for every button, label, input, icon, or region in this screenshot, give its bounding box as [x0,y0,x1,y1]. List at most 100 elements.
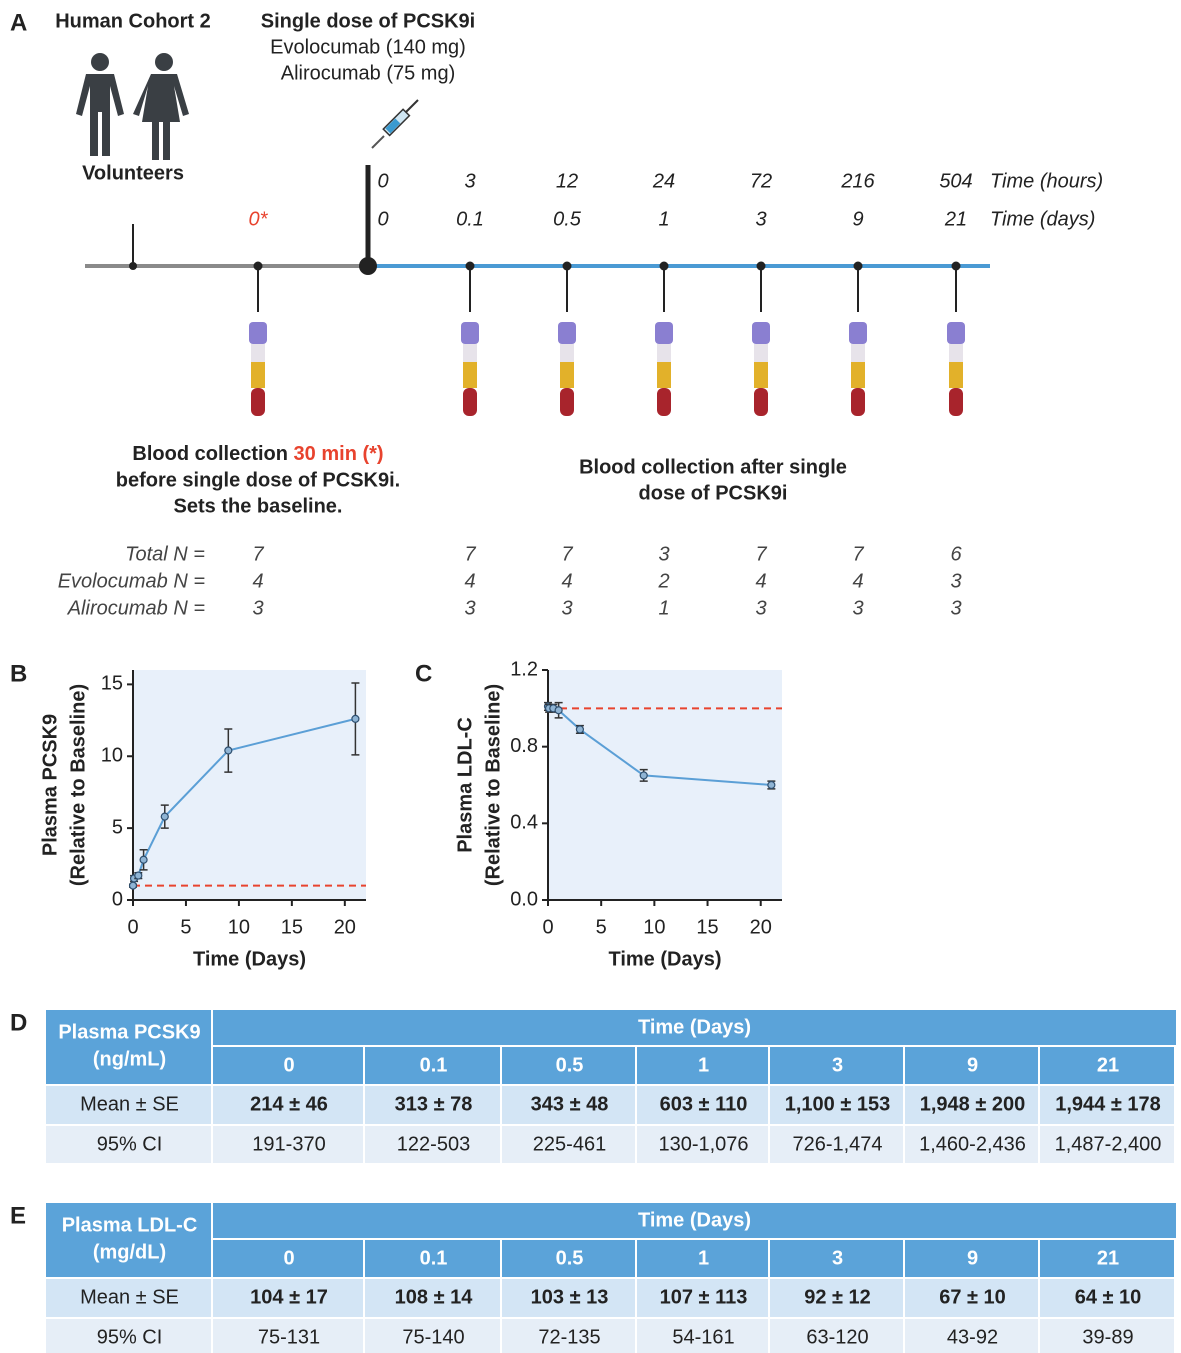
panel-label: A [10,9,27,36]
table-cell-text: 122-503 [397,1133,470,1155]
n-value: 3 [561,597,572,619]
panel-label: B [10,660,27,687]
table-cell-text: 225-461 [533,1133,606,1155]
n-value: 4 [852,570,863,592]
x-tick-label: 10 [643,916,665,938]
table-cell-text: 54-161 [672,1326,734,1348]
hours-value: 12 [556,170,578,192]
span-header: Time (Days) [638,1209,751,1231]
y-tick-label: 5 [112,816,123,838]
volunteers-label: Volunteers [82,162,184,184]
table-cell-text: 95% CI [97,1133,163,1155]
cohort-title: Human Cohort 2 [55,10,211,32]
y-tick-label: 0.4 [510,812,538,834]
n-value: 3 [755,597,766,619]
span-header: Time (Days) [638,1016,751,1038]
tube-blood [754,388,768,416]
n-value: 3 [464,597,475,619]
y-tick-label: 1.2 [510,658,538,680]
panel-label: E [10,1202,26,1229]
column-header: 21 [1097,1054,1119,1076]
timeline-dot [660,262,669,271]
x-tick-label: 5 [596,916,607,938]
table-cell-text: 107 ± 113 [660,1286,748,1308]
table-cell-text: 130-1,076 [658,1133,748,1155]
n-value: 3 [252,597,263,619]
hours-value: 216 [840,170,875,192]
column-header: 21 [1097,1247,1119,1269]
tube-glass [463,344,477,362]
n-value: 3 [852,597,863,619]
timeline-dot [254,262,263,271]
n-value: 7 [464,543,476,565]
hours-value: 3 [464,170,475,192]
table-title: (mg/dL) [93,1241,166,1263]
after-caption: Blood collection after single [579,456,847,478]
x-tick-label: 15 [696,916,718,938]
x-tick-label: 20 [334,916,356,938]
x-tick-label: 0 [542,916,553,938]
column-header: 0.1 [420,1054,448,1076]
n-value: 3 [950,597,961,619]
timeline-dot [563,262,572,271]
table-cell-text: 603 ± 110 [660,1093,748,1115]
y-tick-label: 10 [101,745,123,767]
table-cell-text: 75-131 [258,1326,320,1348]
data-point [768,782,775,789]
table-cell-text: 75-140 [402,1326,464,1348]
tube-cap [947,322,965,344]
column-header: 0.5 [556,1247,584,1269]
tube-blood [251,388,265,416]
days-value: 21 [944,208,967,230]
table-cell-text: 39-89 [1082,1326,1133,1348]
y-axis-label: (Relative to Baseline) [482,684,504,886]
table-cell-text: 95% CI [97,1326,163,1348]
plot-area [548,670,782,900]
table-cell-text: 1,948 ± 200 [920,1093,1026,1115]
table-cell-text: 1,460-2,436 [919,1133,1026,1155]
days-value: 9 [852,208,863,230]
days-value: 0.1 [456,208,484,230]
table-cell-text: 108 ± 14 [395,1286,474,1308]
y-axis-label: Plasma PCSK9 [39,714,61,856]
n-value: 7 [252,543,264,565]
tube-glass [657,344,671,362]
tube-plasma [754,362,768,388]
after-caption: dose of PCSK9i [639,482,788,504]
data-point [135,872,142,879]
n-value: 7 [852,543,864,565]
tube-blood [949,388,963,416]
y-tick-label: 0.0 [510,888,538,910]
figure: A Human Cohort 2 Volunteers Single dose … [0,0,1181,1353]
tube-glass [949,344,963,362]
dose-line: Alirocumab (75 mg) [281,62,456,84]
tube-glass [560,344,574,362]
tube-plasma [560,362,574,388]
table-title: Plasma LDL-C [62,1214,198,1236]
tube-cap [849,322,867,344]
tube-plasma [851,362,865,388]
tube-plasma [949,362,963,388]
table-title: (ng/mL) [93,1048,166,1070]
x-tick-label: 20 [750,916,772,938]
baseline-mark: 0* [249,208,269,230]
tube-cap [461,322,479,344]
x-tick-label: 15 [281,916,303,938]
tube-cap [655,322,673,344]
n-row-label: Total N = [125,543,205,565]
column-header: 9 [967,1054,978,1076]
data-point [640,772,647,779]
tube-plasma [657,362,671,388]
table-cell-text: 313 ± 78 [395,1093,473,1115]
dose-title: Single dose of PCSK9i [261,10,475,32]
hours-value: 24 [652,170,675,192]
column-header: 0.5 [556,1054,584,1076]
table-cell-text: 64 ± 10 [1075,1286,1142,1308]
column-header: 1 [698,1054,709,1076]
n-row-label: Evolocumab N = [58,570,205,592]
n-value: 7 [561,543,573,565]
timeline-dot [466,262,475,271]
table-cell-text: 43-92 [947,1326,998,1348]
column-header: 9 [967,1247,978,1269]
column-header: 3 [832,1054,843,1076]
